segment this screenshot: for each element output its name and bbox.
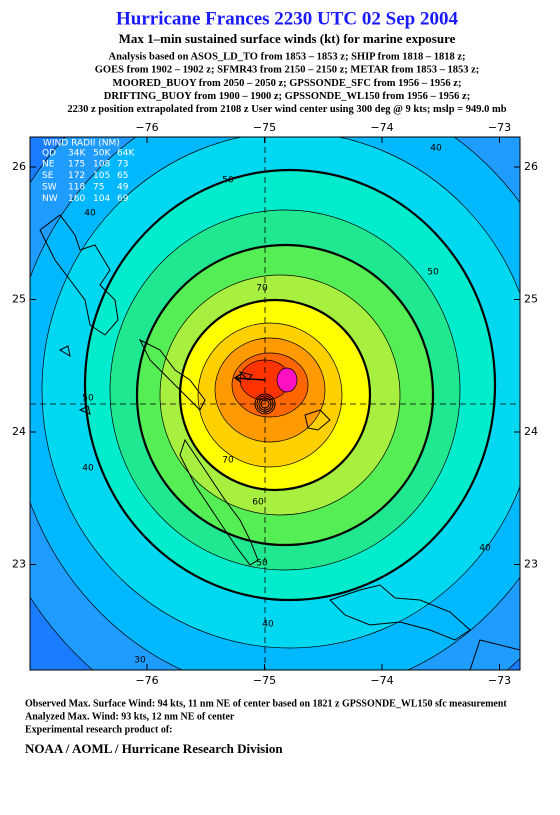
motion-arrow bbox=[233, 373, 266, 383]
contour-label: 50 bbox=[222, 176, 234, 186]
contour-label: 30 bbox=[134, 656, 146, 666]
lon-tick-label: −74 bbox=[370, 121, 393, 134]
radii-cell: NE bbox=[42, 160, 55, 170]
radii-title: WIND RADII (NM) bbox=[43, 139, 120, 149]
analysis-line: DRIFTING_BUOY from 1900 – 1900 z; GPSSON… bbox=[104, 91, 470, 102]
analysis-line: Analysis based on ASOS_LD_TO from 1853 –… bbox=[108, 51, 465, 62]
radii-cell: 160 bbox=[68, 194, 85, 204]
land-outline bbox=[238, 371, 253, 381]
radii-column: 50K bbox=[93, 149, 111, 159]
lon-tick-label: −75 bbox=[253, 121, 276, 134]
contour-label: 60 bbox=[252, 498, 264, 508]
land-outline bbox=[78, 405, 91, 415]
radii-cell: 175 bbox=[68, 160, 85, 170]
land-outline bbox=[179, 438, 259, 566]
contour-label: 40 bbox=[430, 144, 442, 154]
lon-tick-label: −73 bbox=[488, 121, 511, 134]
radii-column: QD bbox=[42, 149, 56, 159]
contour-label: 50 bbox=[256, 559, 268, 569]
lat-tick-label: 26 bbox=[524, 160, 538, 173]
contour-label: 40 bbox=[262, 620, 274, 630]
map-fill bbox=[30, 137, 520, 670]
analysis-line: 2230 z position extrapolated from 2108 z… bbox=[67, 104, 506, 115]
lon-tick-label: −76 bbox=[135, 121, 158, 134]
frame bbox=[29, 136, 521, 671]
radii-cell: 172 bbox=[68, 171, 85, 181]
radii-cell: 75 bbox=[93, 183, 104, 193]
contour-label: 40 bbox=[82, 464, 94, 474]
radii-cell: 105 bbox=[93, 171, 110, 181]
radii-cell: SE bbox=[42, 171, 54, 181]
lat-tick-label: 25 bbox=[524, 293, 538, 306]
footer-line: Observed Max. Surface Wind: 94 kts, 11 n… bbox=[25, 698, 507, 709]
lon-tick-label: −75 bbox=[253, 674, 276, 687]
land-outline bbox=[39, 214, 119, 336]
analysis-line: GOES from 1902 – 1902 z; SFMR43 from 215… bbox=[95, 65, 479, 76]
lat-tick-label: 26 bbox=[12, 160, 26, 173]
radii-cell: 108 bbox=[93, 160, 110, 170]
credit: NOAA / AOML / Hurricane Research Divisio… bbox=[25, 741, 283, 756]
radii-cell: SW bbox=[42, 183, 57, 193]
footer-line: Experimental research product of: bbox=[25, 724, 172, 735]
lon-tick-label: −74 bbox=[370, 674, 393, 687]
land-outline bbox=[469, 639, 520, 670]
radii-cell: 118 bbox=[68, 183, 85, 193]
lat-tick-label: 25 bbox=[12, 293, 26, 306]
analysis-line: MOORED_BUOY from 2050 – 2050 z; GPSSONDE… bbox=[113, 78, 462, 89]
footer-line: Analyzed Max. Wind: 93 kts, 12 nm NE of … bbox=[25, 711, 235, 722]
land-outline bbox=[138, 338, 206, 411]
contour-label: 70 bbox=[256, 284, 268, 294]
radii-cell: NW bbox=[42, 194, 58, 204]
radii-column: 34K bbox=[68, 149, 86, 159]
contour-label: 50 bbox=[427, 268, 439, 278]
contour-label: 70 bbox=[222, 456, 234, 466]
land-outline bbox=[329, 584, 471, 641]
lat-tick-label: 23 bbox=[12, 558, 26, 571]
contour-label: 40 bbox=[479, 544, 491, 554]
map: 50 40 40 50 70 50 70 60 50 40 40 40 30 −76 −76 −75 −75 −7… bbox=[12, 121, 538, 687]
radii-column: 64K bbox=[117, 149, 135, 159]
land-outline bbox=[58, 345, 71, 358]
contour-label: 50 bbox=[82, 394, 94, 404]
radii-cell: 104 bbox=[93, 194, 110, 204]
radii-cell: 73 bbox=[117, 160, 128, 170]
lon-tick-label: −73 bbox=[488, 674, 511, 687]
lat-tick-label: 24 bbox=[524, 425, 538, 438]
radii-cell: 65 bbox=[117, 171, 128, 181]
title: Hurricane Frances 2230 UTC 02 Sep 2004 bbox=[116, 8, 458, 29]
subtitle: Max 1–min sustained surface winds (kt) f… bbox=[119, 31, 456, 46]
lat-tick-label: 23 bbox=[524, 558, 538, 571]
lon-tick-label: −76 bbox=[135, 674, 158, 687]
radii-cell: 49 bbox=[117, 183, 129, 193]
contour-label: 40 bbox=[84, 209, 96, 219]
lat-tick-label: 24 bbox=[12, 425, 26, 438]
wind-contour bbox=[276, 367, 298, 393]
land-outline bbox=[304, 409, 331, 431]
radii-cell: 69 bbox=[117, 194, 129, 204]
